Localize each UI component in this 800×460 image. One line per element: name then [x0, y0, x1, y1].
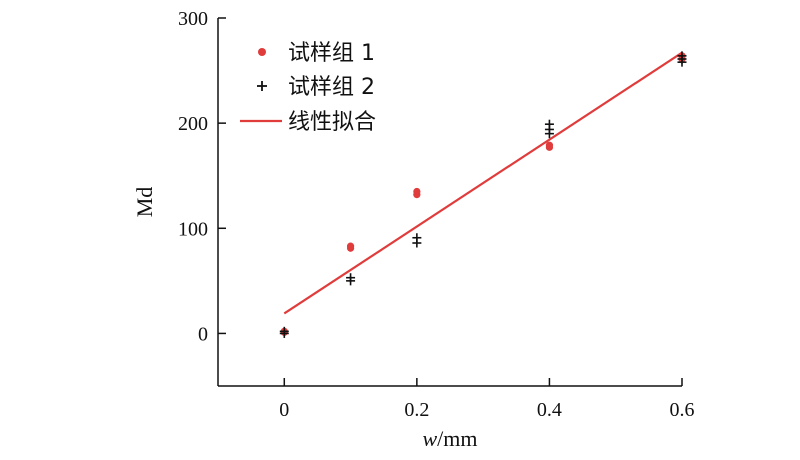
series-2-point	[279, 326, 289, 336]
x-tick-label: 0.2	[404, 399, 429, 421]
series-2-point	[677, 51, 687, 61]
legend: 试样组 1 试样组 2 线性拟合	[240, 41, 376, 135]
legend-label-fit: 线性拟合	[288, 110, 376, 135]
series-1-point	[545, 141, 554, 149]
series-2-point	[544, 119, 554, 129]
fit-line-layer	[283, 51, 683, 315]
y-axis-title: Md	[132, 187, 157, 218]
x-tick-label: 0.4	[537, 399, 562, 421]
series-1-point	[413, 187, 421, 196]
legend-label-series-1: 试样组 1	[288, 41, 375, 66]
axes: 0 100 200 300 0 0.2 0.4 0.6 Md w/mm	[132, 8, 695, 451]
x-tick-label: 0	[279, 399, 289, 421]
series-2-point	[412, 233, 422, 243]
legend-label-series-2: 试样组 2	[288, 75, 375, 100]
series-1-point	[346, 242, 355, 250]
series-2-point	[346, 273, 356, 283]
y-tick-label: 0	[198, 323, 208, 345]
legend-dot-marker	[258, 48, 266, 56]
x-axis-title: w/mm	[422, 426, 477, 451]
y-tick-label: 200	[178, 113, 208, 135]
legend-plus-marker	[257, 81, 267, 91]
y-tick-label: 100	[178, 218, 208, 240]
x-tick-label: 0.6	[670, 399, 695, 421]
linear-fit-line	[283, 51, 683, 315]
y-tick-label: 300	[178, 8, 208, 30]
data-points-layer	[279, 51, 687, 338]
